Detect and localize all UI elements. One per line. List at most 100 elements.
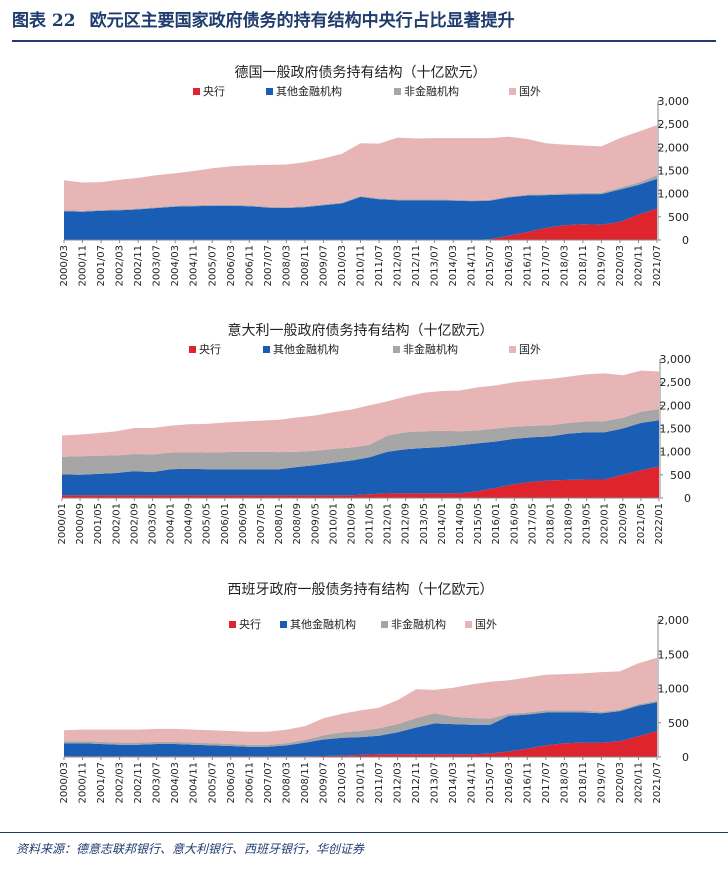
legend-label: 其他金融机构 [290,617,356,631]
x-tick-label: 2016/11 [522,762,533,804]
legend-swatch [280,621,287,628]
x-tick-label: 2011/07 [374,762,385,804]
x-tick-label: 2014/11 [467,762,478,804]
x-tick-label: 2013/07 [430,762,441,804]
x-tick-label: 2014/11 [467,245,478,287]
x-tick-label: 2002/09 [129,503,140,545]
x-tick-label: 2014/03 [448,245,459,287]
x-tick-label: 2008/09 [292,503,303,545]
x-tick-label: 2000/11 [78,762,89,804]
x-tick-label: 2020/11 [633,762,644,804]
x-tick-label: 2010/03 [337,245,348,287]
x-tick-label: 2014/01 [437,503,448,545]
y-tick-label: 2,500 [660,376,692,389]
x-tick-label: 2017/07 [541,762,552,804]
x-tick-label: 2012/11 [411,762,422,804]
figure-header: 图表 22 欧元区主要国家政府债务的持有结构中央行占比显著提升 [12,6,716,42]
x-tick-label: 2006/01 [220,503,231,545]
chart-germany: 德国一般政府债务持有结构（十亿欧元） 央行 其他金融机构 非金融机构 国外 0 500 1,0… [59,65,690,287]
y-tick-label: 1,000 [658,188,690,201]
x-tick-label: 2020/11 [633,245,644,287]
x-tick-label: 2000/11 [78,245,89,287]
x-tick-label: 2004/11 [189,245,200,287]
y-tick-label: 500 [670,469,691,482]
series-area-0 [64,208,657,240]
x-tick-label: 2011/05 [365,503,376,545]
x-tick-label: 2005/05 [202,503,213,545]
y-tick-label: 1,500 [658,165,690,178]
x-tick-label: 2015/07 [485,762,496,804]
series-area-0 [62,466,659,498]
x-tick-label: 2020/03 [615,245,626,287]
y-tick-label: 0 [682,234,689,247]
x-tick-label: 2007/07 [263,245,274,287]
x-tick-label: 2015/07 [485,245,496,287]
x-tick-label: 2010/01 [328,503,339,545]
y-tick-label: 0 [684,492,691,505]
x-tick-label: 2006/09 [238,503,249,545]
x-tick-label: 2002/01 [111,503,122,545]
y-tick-label: 500 [668,717,689,730]
legend-label: 非金融机构 [404,84,459,98]
series-area-2 [62,409,659,475]
x-tick-label: 2012/01 [383,503,394,545]
series-area-1 [64,702,657,757]
y-tick-label: 3,000 [658,95,690,108]
x-tick-label: 2013/05 [419,503,430,545]
y-tick-label: 1,000 [660,446,692,459]
x-tick-label: 2004/01 [166,503,177,545]
legend-swatch [509,346,516,353]
x-tick-label: 2003/07 [152,762,163,804]
y-tick-label: 1,000 [658,683,690,696]
y-tick-label: 3,000 [660,353,692,366]
x-tick-label: 2016/09 [509,503,520,545]
y-tick-label: 0 [682,751,689,764]
legend-swatch [189,346,196,353]
x-tick-label: 2008/03 [281,762,292,804]
y-tick-label: 1,500 [660,423,692,436]
x-tick-label: 2001/05 [93,503,104,545]
x-tick-label: 2006/11 [244,762,255,804]
legend-swatch [193,88,200,95]
x-tick-label: 2020/03 [615,762,626,804]
y-tick-label: 2,000 [658,614,690,627]
x-tick-label: 2019/07 [596,245,607,287]
x-tick-label: 2018/11 [578,245,589,287]
x-tick-label: 2019/05 [582,503,593,545]
legend-swatch [381,621,388,628]
x-tick-label: 2022/01 [654,503,665,545]
x-tick-label: 2006/03 [226,762,237,804]
x-tick-label: 2009/07 [318,245,329,287]
y-tick-label: 2,500 [658,118,690,131]
series-area-3 [64,125,657,211]
y-tick-label: 1,500 [658,648,690,661]
x-tick-label: 2020/01 [600,503,611,545]
x-tick-label: 2019/07 [596,762,607,804]
chart-title: 德国一般政府债务持有结构（十亿欧元） [235,65,487,81]
x-tick-label: 2014/09 [455,503,466,545]
x-tick-label: 2004/03 [170,245,181,287]
x-tick-label: 2002/03 [115,245,126,287]
chart-title: 西班牙政府一般债务持有结构（十亿欧元） [228,582,494,598]
x-tick-label: 2014/03 [448,762,459,804]
x-tick-label: 2002/03 [115,762,126,804]
legend-swatch [229,621,236,628]
x-tick-label: 2018/01 [545,503,556,545]
x-tick-label: 2004/03 [170,762,181,804]
series-area-1 [64,178,657,240]
x-tick-label: 2005/07 [207,245,218,287]
y-tick-label: 2,000 [660,399,692,412]
figure-number: 图表 22 [12,11,76,31]
x-tick-label: 2021/07 [652,762,663,804]
y-tick-label: 2,000 [658,141,690,154]
legend-swatch [509,88,516,95]
x-tick-label: 2008/01 [274,503,285,545]
x-tick-label: 2018/03 [559,245,570,287]
x-tick-label: 2007/07 [263,762,274,804]
x-tick-label: 2012/09 [401,503,412,545]
x-tick-label: 2008/11 [300,762,311,804]
x-tick-label: 2002/11 [133,245,144,287]
x-tick-label: 2000/09 [75,503,86,545]
x-tick-label: 2009/07 [318,762,329,804]
x-tick-label: 2021/07 [652,245,663,287]
